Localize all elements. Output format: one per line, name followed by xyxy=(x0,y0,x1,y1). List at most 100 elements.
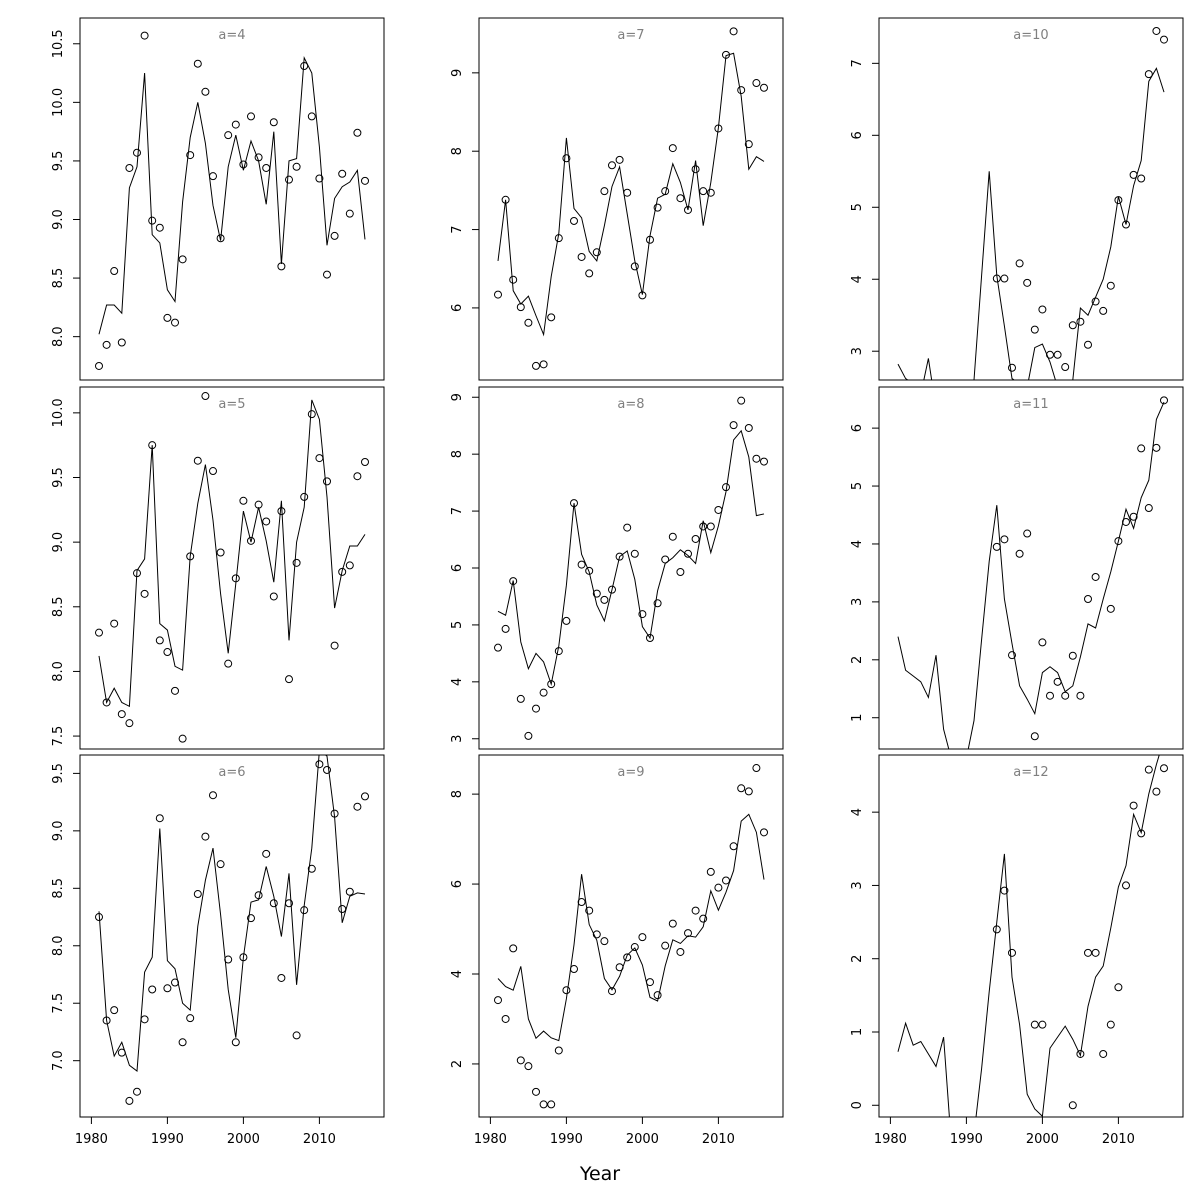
panel-title: a=12 xyxy=(1013,765,1048,780)
y-tick-label: 3 xyxy=(450,735,465,743)
data-point xyxy=(744,423,753,432)
fitted-line xyxy=(897,67,1165,380)
data-point xyxy=(684,929,692,938)
data-point xyxy=(992,925,1001,934)
data-point xyxy=(676,567,685,576)
fitted-line xyxy=(98,55,366,335)
data-point xyxy=(1152,26,1161,35)
data-point xyxy=(646,978,654,987)
data-point xyxy=(1160,764,1168,773)
data-point xyxy=(353,802,362,811)
data-point xyxy=(653,599,662,608)
data-point xyxy=(547,680,556,689)
data-point xyxy=(516,694,525,703)
data-point xyxy=(95,628,103,637)
plot-frame xyxy=(478,386,784,750)
plot-area xyxy=(95,755,369,1105)
plot-area xyxy=(494,764,768,1109)
data-point xyxy=(110,267,119,276)
data-point xyxy=(699,187,708,196)
data-point xyxy=(592,248,601,257)
data-point xyxy=(125,719,134,728)
data-point xyxy=(615,155,624,164)
y-tick-label: 7.0 xyxy=(51,1050,66,1071)
plot-frame xyxy=(79,386,385,750)
data-point xyxy=(186,151,195,160)
fitted-line xyxy=(897,401,1165,749)
data-point xyxy=(509,275,518,284)
panel: a=8 3 4 5 6 7 8 9 xyxy=(450,386,784,750)
y-tick-label: 6 xyxy=(850,424,865,432)
data-point xyxy=(209,172,217,181)
data-point xyxy=(570,216,578,225)
data-point xyxy=(684,205,692,214)
data-point xyxy=(193,456,202,465)
y-tick-label: 5 xyxy=(450,621,465,629)
y-tick-label: 6 xyxy=(450,304,465,312)
panel-title: a=9 xyxy=(617,765,644,780)
data-point xyxy=(729,842,738,851)
data-point xyxy=(1144,70,1153,79)
y-tick-label: 9.5 xyxy=(51,763,66,784)
data-point xyxy=(1137,829,1146,838)
panel: a=7 6 7 8 9 xyxy=(450,17,784,381)
data-point xyxy=(323,270,331,279)
data-point xyxy=(330,641,339,650)
data-point xyxy=(345,561,354,570)
data-point xyxy=(307,112,316,121)
data-point xyxy=(209,791,217,800)
data-point xyxy=(646,634,654,643)
data-point xyxy=(744,140,753,149)
data-point xyxy=(110,1006,119,1015)
data-point xyxy=(615,552,624,561)
data-point xyxy=(110,619,119,628)
data-point xyxy=(231,1038,240,1047)
data-point xyxy=(653,203,662,212)
data-point xyxy=(1152,787,1161,796)
data-point xyxy=(216,548,225,557)
data-point xyxy=(532,704,540,713)
data-point xyxy=(691,534,700,543)
data-point xyxy=(691,165,700,174)
data-point xyxy=(737,784,746,793)
data-point xyxy=(1061,363,1070,372)
data-point xyxy=(171,318,179,327)
y-tick-label: 3 xyxy=(850,347,865,355)
y-tick-label: 2 xyxy=(850,955,865,963)
data-point xyxy=(577,252,586,261)
data-point xyxy=(1008,948,1016,957)
data-point xyxy=(592,930,601,939)
data-point xyxy=(254,500,263,509)
data-point xyxy=(623,953,632,962)
y-tick-label: 1 xyxy=(850,714,865,722)
data-point xyxy=(353,472,362,481)
data-point xyxy=(292,1031,301,1040)
panel: a=5 7.5 8.0 8.5 9.0 9.5 10.0 xyxy=(51,386,385,750)
data-point xyxy=(1015,259,1024,268)
data-point xyxy=(1068,321,1077,330)
y-tick-label: 4 xyxy=(450,970,465,978)
data-point xyxy=(623,188,632,197)
fitted-line xyxy=(497,813,765,1042)
data-point xyxy=(1000,274,1009,283)
data-point xyxy=(608,987,616,996)
data-point xyxy=(285,675,293,684)
fitted-line xyxy=(497,52,765,337)
data-point xyxy=(524,318,533,327)
data-point xyxy=(714,505,723,514)
data-point xyxy=(1122,220,1130,229)
y-tick-label: 4 xyxy=(850,808,865,816)
data-point xyxy=(155,636,164,645)
data-point xyxy=(501,1014,510,1023)
data-point xyxy=(1084,948,1092,957)
data-point xyxy=(1076,317,1085,326)
data-point xyxy=(140,31,149,40)
data-point xyxy=(163,648,172,657)
data-point xyxy=(760,457,768,466)
x-tick-label: 2000 xyxy=(227,1132,260,1147)
data-point xyxy=(630,262,639,271)
data-point xyxy=(269,592,278,601)
data-point xyxy=(623,523,632,532)
data-point xyxy=(714,883,723,892)
data-point xyxy=(216,234,225,243)
